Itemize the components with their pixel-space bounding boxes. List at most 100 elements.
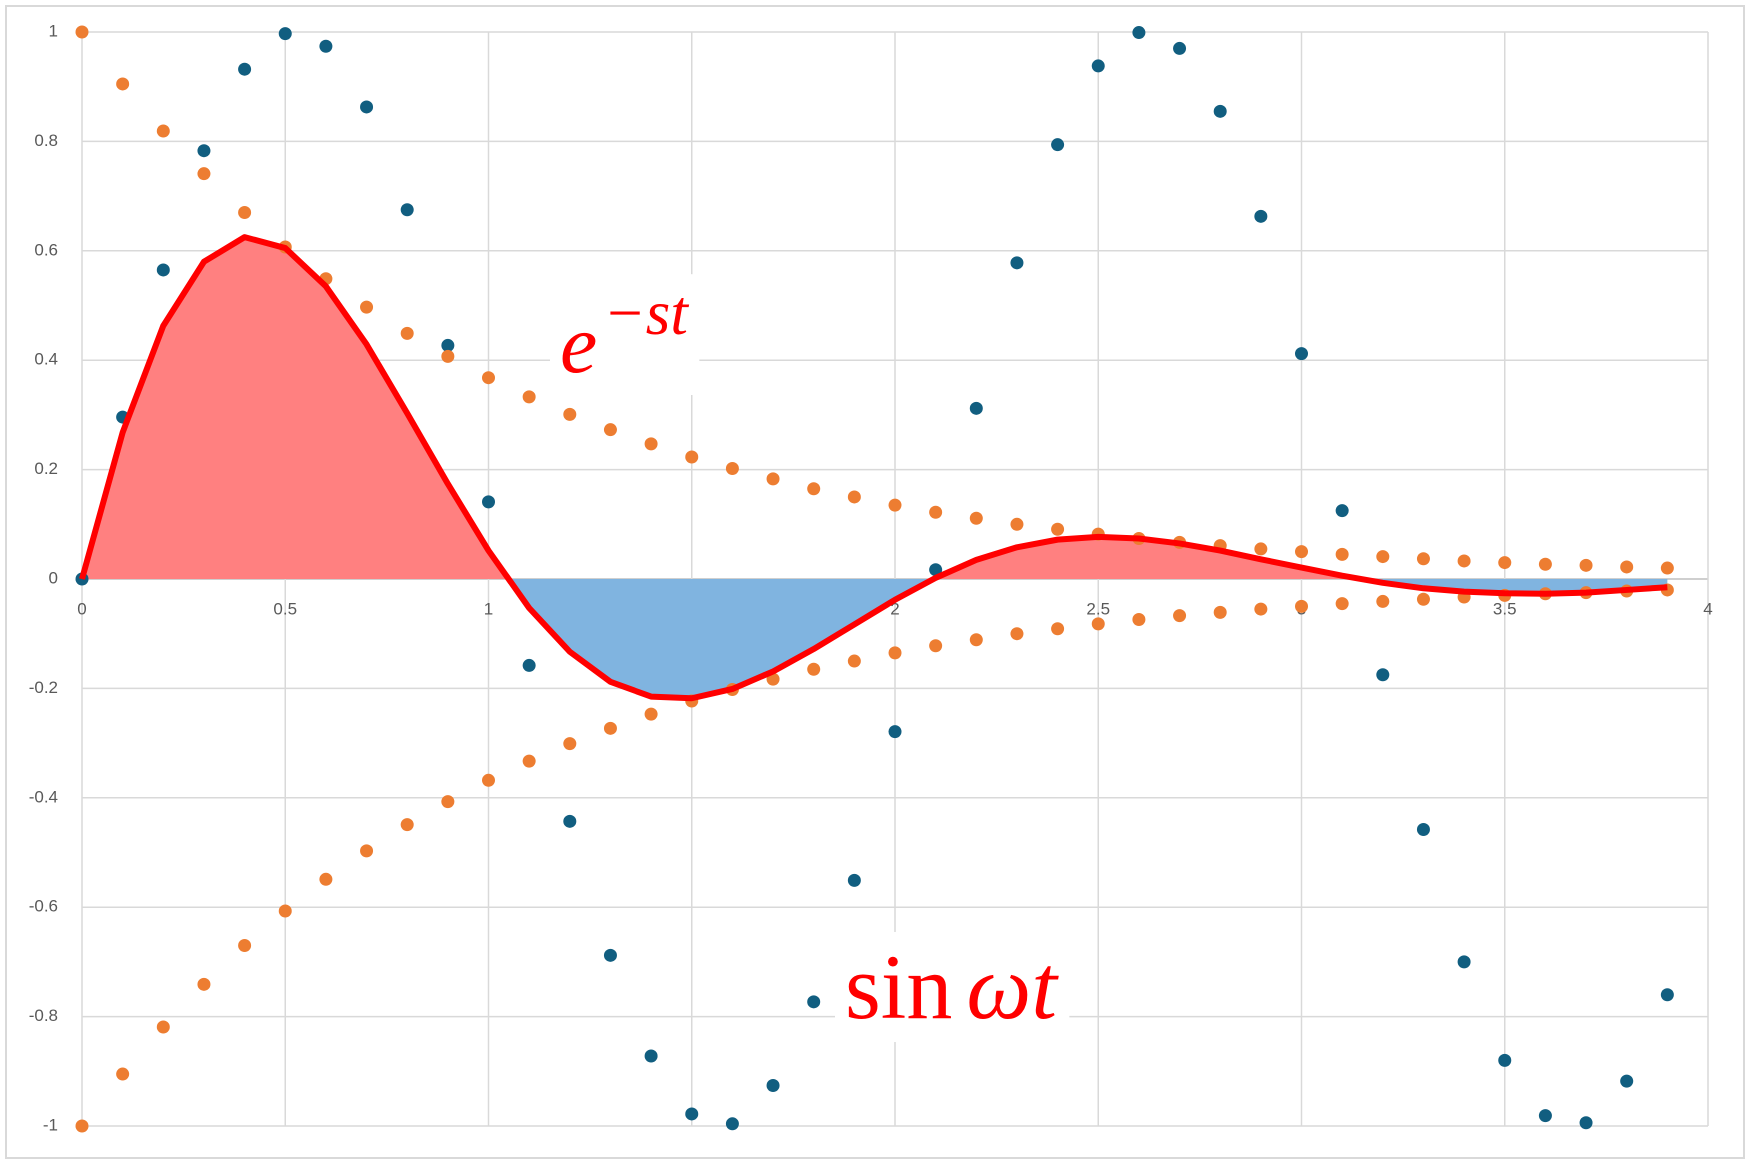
marks: [75, 25, 1674, 1133]
point: [1376, 550, 1390, 564]
x-tick-label: 4: [1703, 599, 1712, 618]
point: [482, 773, 495, 787]
point: [116, 1067, 130, 1081]
point: [116, 77, 130, 91]
y-tick-label: 0.6: [34, 240, 58, 259]
point: [1579, 558, 1593, 572]
annotations: e−st sin ωt: [550, 274, 1070, 1042]
point: [1620, 1074, 1634, 1088]
point: [156, 124, 170, 138]
x-tick-label: 0: [77, 599, 86, 618]
point: [603, 423, 617, 437]
point: [644, 437, 658, 451]
annotation-backdrop: [550, 274, 700, 395]
point: [1538, 557, 1552, 571]
x-tick-label: 3.5: [1493, 599, 1517, 618]
point: [1051, 622, 1065, 636]
point: [969, 633, 983, 647]
y-tick-label: -0.6: [29, 897, 58, 916]
y-tick-label: 0.4: [34, 350, 58, 369]
point: [1376, 594, 1390, 608]
point: [766, 1079, 780, 1093]
point: [1295, 347, 1308, 361]
annotation-text: e−st: [560, 278, 689, 391]
point: [1660, 561, 1674, 575]
point: [522, 754, 536, 768]
point: [603, 721, 617, 735]
point: [441, 349, 455, 363]
point: [1213, 605, 1227, 619]
point: [685, 450, 699, 464]
point: [807, 482, 821, 496]
point: [929, 639, 943, 653]
x-tick-label: 2: [890, 599, 899, 618]
point: [1376, 668, 1390, 682]
point: [563, 407, 577, 421]
annotation-backdrop: [835, 932, 1070, 1042]
point: [1335, 504, 1349, 518]
point: [1416, 823, 1430, 837]
point: [1091, 617, 1105, 631]
point: [1173, 609, 1187, 623]
point: [197, 977, 211, 991]
point: [441, 338, 455, 352]
point: [1091, 59, 1105, 73]
point: [847, 490, 861, 504]
point: [1010, 517, 1024, 531]
point: [929, 505, 943, 519]
point: [685, 1107, 699, 1121]
point: [725, 462, 739, 476]
point: [197, 167, 211, 181]
point: [1620, 560, 1634, 574]
point: [441, 795, 455, 809]
point: [1416, 552, 1430, 566]
point: [969, 511, 983, 525]
point: [807, 995, 821, 1009]
annotation-superscript: −st: [603, 278, 689, 348]
point: [1132, 612, 1146, 626]
point: [360, 300, 374, 314]
point: [1254, 542, 1268, 556]
point: [888, 725, 902, 739]
area-positive: [82, 237, 1668, 579]
point: [847, 873, 861, 887]
point: [1457, 955, 1471, 969]
x-tick-label: 2.5: [1086, 599, 1110, 618]
point: [1335, 547, 1349, 561]
point: [482, 371, 495, 385]
point: [75, 25, 89, 39]
y-tick-label: 1: [49, 21, 58, 40]
point: [400, 203, 414, 217]
x-tick-label: 0.5: [273, 599, 297, 618]
point: [644, 1049, 658, 1063]
point: [1335, 597, 1349, 611]
point: [156, 263, 170, 277]
point: [238, 206, 252, 220]
point: [1498, 1053, 1512, 1067]
y-tick-label: -1: [43, 1115, 58, 1134]
point: [888, 646, 902, 660]
annotation: sin ωt: [835, 932, 1070, 1042]
point: [725, 1117, 739, 1131]
point: [238, 938, 252, 952]
y-tick-label: -0.2: [29, 678, 58, 697]
point: [278, 904, 292, 918]
y-tick-label: 0: [49, 568, 58, 587]
point: [1173, 41, 1187, 55]
point: [238, 62, 252, 76]
point: [1010, 256, 1024, 270]
point: [1538, 1109, 1552, 1123]
point: [766, 472, 780, 486]
point: [1254, 209, 1268, 223]
point: [1132, 26, 1146, 40]
y-tick-label: 0.8: [34, 131, 58, 150]
point: [1416, 592, 1430, 606]
annotation-argument: ωt: [966, 936, 1059, 1038]
point: [75, 1119, 89, 1133]
point: [929, 563, 943, 577]
x-tick-label: 1: [484, 599, 493, 618]
point: [1051, 522, 1065, 536]
point: [888, 498, 902, 512]
point: [400, 818, 414, 832]
